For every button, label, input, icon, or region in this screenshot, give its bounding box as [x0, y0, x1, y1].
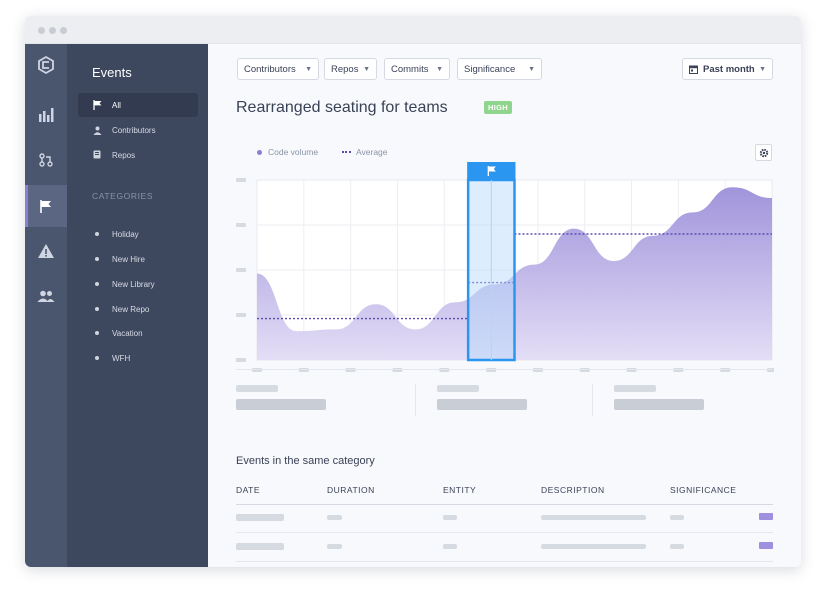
table-header-divider [236, 504, 773, 505]
category-label: New Library [112, 279, 155, 289]
y-tick-placeholder [236, 178, 246, 182]
category-label: Vacation [112, 328, 143, 338]
significance-indicator [759, 542, 773, 549]
icon-rail [25, 44, 67, 567]
warning-icon[interactable] [25, 230, 67, 272]
y-tick-placeholder [236, 223, 246, 227]
divider [415, 384, 416, 416]
significance-indicator [759, 513, 773, 520]
sidebar-item-contributors[interactable]: Contributors [78, 118, 198, 142]
filter-significance-dropdown[interactable]: Significance ▼ [457, 58, 542, 80]
y-tick-placeholder [236, 313, 246, 317]
category-label: Holiday [112, 229, 139, 239]
sidebar-item-repos[interactable]: Repos [78, 143, 198, 167]
category-label: New Hire [112, 254, 145, 264]
chevron-down-icon: ▼ [305, 65, 312, 73]
legend-average: Average [342, 147, 388, 157]
stat-label-placeholder [236, 385, 278, 392]
chart-settings-button[interactable] [755, 144, 772, 161]
category-label: WFH [112, 353, 131, 363]
y-tick-placeholder [236, 268, 246, 272]
legend-label: Average [356, 147, 388, 157]
window-dot-maximize[interactable] [60, 27, 67, 34]
chevron-down-icon: ▼ [436, 65, 443, 73]
sidebar-item-all[interactable]: All [78, 93, 198, 117]
filter-label: Contributors [244, 63, 296, 75]
significance-badge: HIGH [484, 101, 512, 114]
column-header-date[interactable]: DATE [236, 485, 261, 495]
window-dot-minimize[interactable] [49, 27, 56, 34]
sidebar-item-label: Contributors [112, 125, 156, 135]
legend-code-volume: Code volume [257, 147, 318, 157]
gear-icon [759, 148, 768, 157]
bar-chart-icon[interactable] [25, 94, 67, 136]
flag-icon[interactable] [25, 185, 67, 227]
stat-label-placeholder [614, 385, 656, 392]
chevron-down-icon: ▼ [528, 65, 535, 73]
filter-contributors-dropdown[interactable]: Contributors ▼ [237, 58, 319, 80]
main-content: Contributors ▼ Repos ▼ Commits ▼ Significan… [208, 44, 801, 567]
sidebar-title: Events [92, 65, 132, 80]
date-range-dropdown[interactable]: Past month ▼ [682, 58, 773, 80]
divider [592, 384, 593, 416]
stat-value-placeholder [236, 399, 326, 410]
legend-label: Code volume [268, 147, 319, 157]
chevron-down-icon: ▼ [759, 65, 766, 73]
category-item[interactable]: WFH [78, 346, 198, 370]
code-volume-chart[interactable] [236, 162, 774, 374]
category-item[interactable]: New Repo [78, 297, 198, 321]
filter-label: Commits [391, 63, 429, 75]
event-title: Rearranged seating for teams [236, 99, 448, 116]
stat-value-placeholder [614, 399, 704, 410]
team-icon[interactable] [25, 275, 67, 317]
sidebar: Events All Contributors Repos CATEGORIES… [67, 44, 208, 567]
flag-icon-fill [488, 166, 496, 172]
category-item[interactable]: New Library [78, 272, 198, 296]
category-label: New Repo [112, 304, 150, 314]
repo-icon [92, 150, 102, 160]
column-header-duration[interactable]: DURATION [327, 485, 375, 495]
stat-value-placeholder [437, 399, 527, 410]
section-title: Events in the same category [236, 455, 375, 467]
filter-label: Significance [464, 63, 516, 75]
pull-request-icon[interactable] [25, 139, 67, 181]
filter-repos-dropdown[interactable]: Repos ▼ [324, 58, 377, 80]
divider [236, 369, 773, 370]
title-bar [25, 16, 801, 44]
column-header-description[interactable]: DESCRIPTION [541, 485, 605, 495]
app-window: Events All Contributors Repos CATEGORIES… [25, 16, 801, 567]
column-header-entity[interactable]: ENTITY [443, 485, 477, 495]
legend-dashed-line-icon [342, 151, 351, 153]
legend-dot-icon [257, 149, 262, 155]
filter-commits-dropdown[interactable]: Commits ▼ [384, 58, 450, 80]
chevron-down-icon: ▼ [363, 65, 370, 73]
date-range-label: Past month [703, 63, 755, 75]
row-divider [236, 532, 773, 533]
category-item[interactable]: Holiday [78, 222, 198, 246]
logo-icon[interactable] [25, 44, 67, 86]
categories-heading: CATEGORIES [92, 191, 154, 201]
calendar-icon [689, 65, 698, 74]
window-dot-close[interactable] [38, 27, 45, 34]
sidebar-item-label: Repos [112, 150, 136, 160]
flag-icon [92, 100, 102, 110]
sidebar-item-label: All [112, 100, 121, 110]
column-header-significance[interactable]: SIGNIFICANCE [670, 485, 737, 495]
y-tick-placeholder [236, 358, 246, 362]
filter-label: Repos [331, 63, 359, 75]
row-divider [236, 561, 773, 562]
category-item[interactable]: Vacation [78, 321, 198, 345]
category-item[interactable]: New Hire [78, 247, 198, 271]
stat-label-placeholder [437, 385, 479, 392]
code-volume-area [257, 187, 772, 360]
user-icon [92, 125, 102, 135]
